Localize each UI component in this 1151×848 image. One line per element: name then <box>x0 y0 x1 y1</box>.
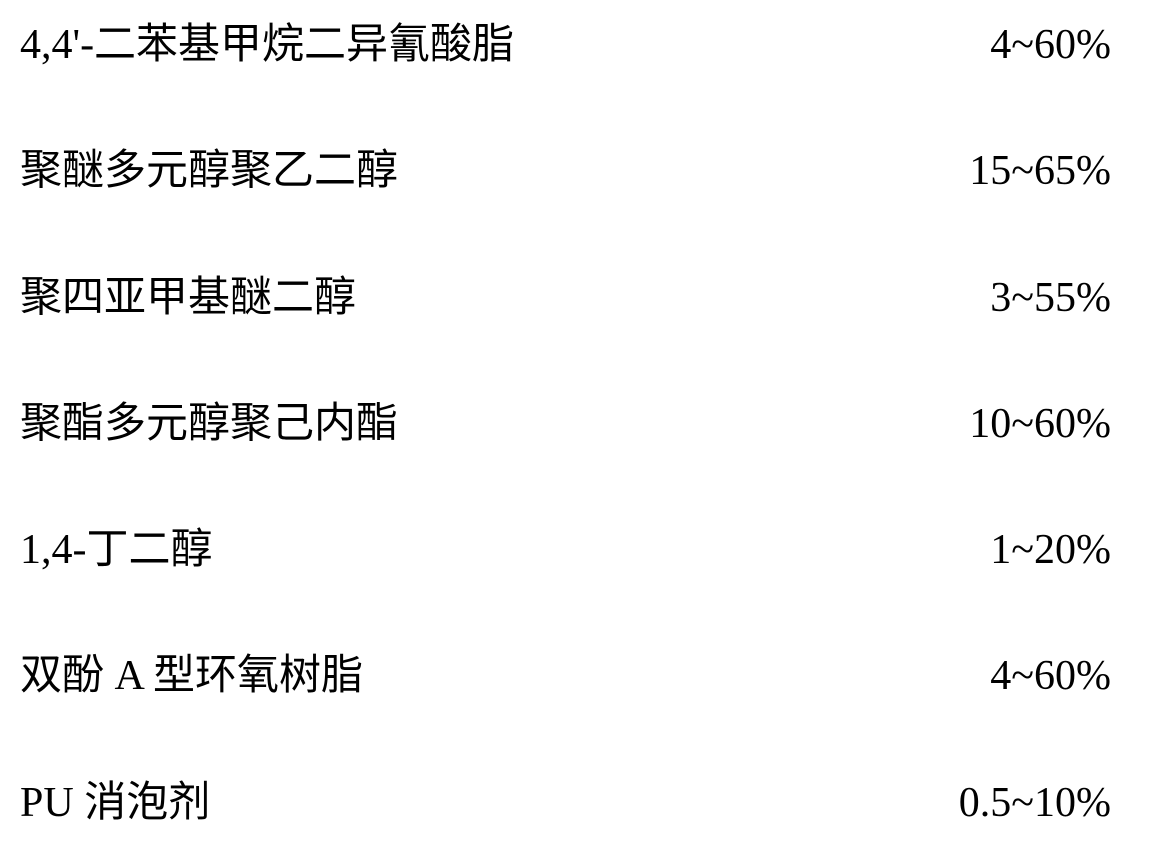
component-value: 4~60% <box>990 651 1111 701</box>
composition-list: 4,4'-二苯基甲烷二异氰酸脂 4~60% 聚醚多元醇聚乙二醇 15~65% 聚… <box>0 0 1151 848</box>
component-value: 0.5~10% <box>959 778 1111 828</box>
component-value: 4~60% <box>990 20 1111 70</box>
component-name: 双酚 A 型环氧树脂 <box>20 651 363 701</box>
composition-row: 聚醚多元醇聚乙二醇 15~65% <box>20 146 1111 196</box>
component-name: PU 消泡剂 <box>20 778 210 828</box>
component-name: 聚醚多元醇聚乙二醇 <box>20 146 398 196</box>
component-value: 1~20% <box>990 525 1111 575</box>
component-value: 10~60% <box>969 399 1111 449</box>
component-name: 聚四亚甲基醚二醇 <box>20 273 356 323</box>
component-name: 4,4'-二苯基甲烷二异氰酸脂 <box>20 20 514 70</box>
component-name: 聚酯多元醇聚己内酯 <box>20 399 398 449</box>
composition-row: 双酚 A 型环氧树脂 4~60% <box>20 651 1111 701</box>
composition-row: 1,4-丁二醇 1~20% <box>20 525 1111 575</box>
composition-row: 4,4'-二苯基甲烷二异氰酸脂 4~60% <box>20 20 1111 70</box>
composition-row: 聚四亚甲基醚二醇 3~55% <box>20 273 1111 323</box>
composition-row: PU 消泡剂 0.5~10% <box>20 778 1111 828</box>
composition-row: 聚酯多元醇聚己内酯 10~60% <box>20 399 1111 449</box>
component-name: 1,4-丁二醇 <box>20 525 213 575</box>
component-value: 15~65% <box>969 146 1111 196</box>
component-value: 3~55% <box>990 273 1111 323</box>
